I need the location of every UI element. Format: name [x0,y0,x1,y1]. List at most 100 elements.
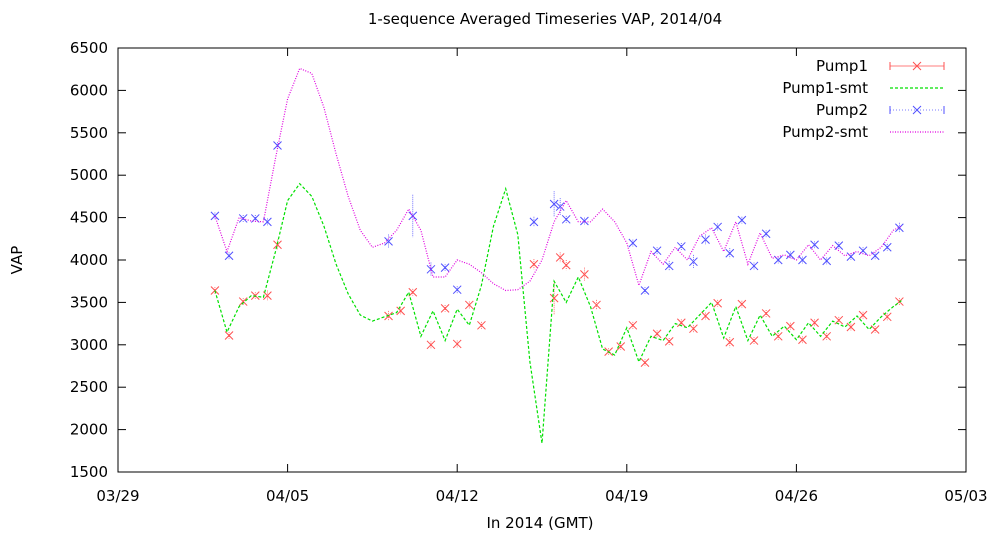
data-point [452,285,462,295]
data-point [384,236,393,246]
data-point [224,251,234,261]
data-point [798,335,807,345]
legend-label: Pump2 [816,101,868,119]
data-point [396,306,406,316]
y-tick-label: 4000 [70,251,108,269]
y-tick-label: 6500 [70,39,108,57]
legend-label: Pump1 [816,57,868,75]
chart-title: 1-sequence Averaged Timeseries VAP, 2014… [368,10,722,28]
series-pump1-smt [214,182,902,444]
data-point [561,260,571,270]
legend-label: Pump2-smt [782,123,868,141]
data-point [616,342,626,351]
data-point [238,297,248,306]
y-tick-label: 4500 [70,209,108,227]
data-point [689,324,698,334]
data-point [858,246,868,256]
data-point [529,259,539,269]
data-point [426,340,436,350]
data-point [846,252,856,261]
series-pump1 [210,239,904,367]
y-tick-label: 3500 [70,293,108,311]
x-tick-label: 05/03 [944,487,987,505]
data-point [452,339,462,349]
legend-swatch-marker [912,105,922,115]
data-point [580,270,589,279]
data-point [870,251,880,261]
data-point [761,229,771,239]
y-tick-label: 2500 [70,378,108,396]
data-point [592,300,601,310]
data-point [785,250,795,260]
y-tick-label: 5000 [70,166,108,184]
data-point [713,298,723,308]
data-point [440,263,450,272]
data-point [713,222,723,232]
data-point [664,337,674,346]
y-tick-label: 3000 [70,336,108,354]
data-point [701,235,710,245]
data-point [408,211,418,221]
data-point [689,257,698,267]
data-point [561,214,571,224]
data-point [834,315,844,325]
data-point [725,248,735,258]
plot-area [210,67,904,444]
data-point [628,320,638,330]
data-point [737,299,747,309]
data-point [640,358,650,367]
data-point [555,202,565,211]
legend: Pump1 Pump1-smt Pump2 Pump2-smt [782,57,945,141]
y-tick-label: 5500 [70,124,108,142]
data-point [725,337,735,347]
data-point [846,322,856,332]
data-point [628,238,638,248]
data-point [749,336,759,345]
x-axis-label: In 2014 (GMT) [486,514,593,532]
data-point [408,287,418,297]
data-point [737,215,747,225]
data-point [263,217,272,227]
data-point [761,309,771,318]
data-point [263,291,272,300]
legend-label: Pump1-smt [782,79,868,97]
data-point [822,331,832,341]
legend-swatch-marker [912,61,922,71]
series-pump2 [210,141,904,295]
data-point [555,253,565,262]
data-point [810,240,819,250]
y-tick-label: 6000 [70,81,108,99]
data-point [676,318,686,328]
data-point [549,199,559,209]
y-axis-label: VAP [8,246,26,275]
data-point [273,240,282,250]
series-line [214,182,902,444]
data-point [440,303,450,313]
data-point [785,321,795,331]
data-point [640,286,650,295]
data-point [870,325,880,334]
data-point [798,255,807,265]
data-point [664,261,674,271]
data-point [464,300,474,310]
x-tick-label: 03/29 [96,487,139,505]
data-point [224,331,234,340]
data-point [652,246,662,256]
data-point [701,311,710,321]
data-point [549,293,559,303]
series-line [214,67,902,292]
data-point [810,318,819,328]
x-tick-label: 04/19 [605,487,648,505]
data-point [426,264,436,274]
data-point [822,256,832,266]
y-tick-label: 1500 [70,463,108,481]
data-point [477,320,486,330]
data-point [749,261,759,271]
data-point [895,223,904,233]
y-tick-label: 2000 [70,421,108,439]
series-pump2-smt [214,67,902,292]
x-tick-label: 04/12 [436,487,479,505]
data-point [652,329,662,339]
x-tick-label: 04/26 [775,487,818,505]
